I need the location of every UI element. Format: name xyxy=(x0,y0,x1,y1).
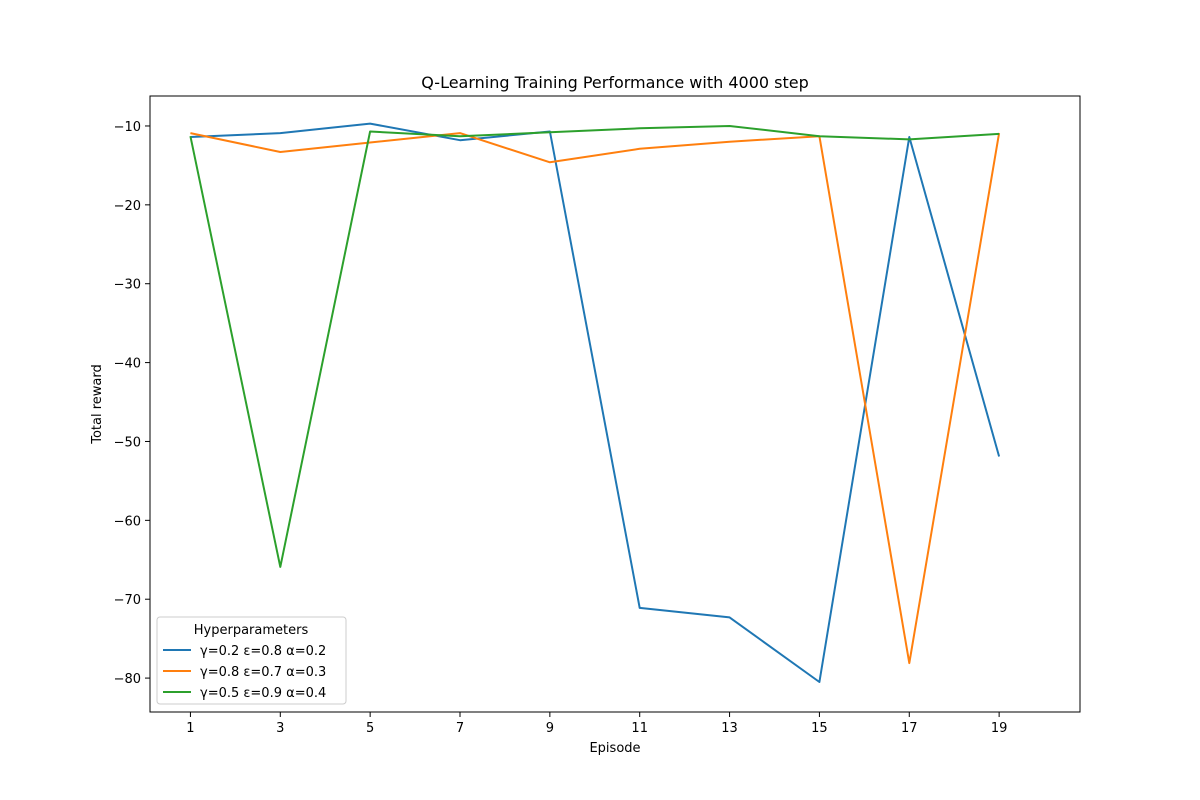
x-tick-label: 7 xyxy=(456,721,464,736)
x-tick-label: 3 xyxy=(276,721,284,736)
y-tick-label: −60 xyxy=(114,514,141,529)
chart-title: Q-Learning Training Performance with 400… xyxy=(421,73,809,92)
y-tick-label: −40 xyxy=(114,357,141,372)
series-line-1 xyxy=(190,122,1001,683)
y-axis-ticks: −10 −20 −30 −40 −50 −60 −70 −80 xyxy=(114,120,150,687)
y-axis-label: Total reward xyxy=(90,364,105,445)
y-tick-label: −70 xyxy=(114,593,141,608)
x-tick-label: 19 xyxy=(991,721,1008,736)
y-tick-label: −10 xyxy=(114,120,141,135)
x-tick-label: 17 xyxy=(901,721,918,736)
legend-title: Hyperparameters xyxy=(194,623,309,638)
x-axis-label: Episode xyxy=(589,741,640,756)
series-line-3 xyxy=(189,125,1000,568)
y-tick-label: −20 xyxy=(114,199,141,214)
legend-label-3: γ=0.5 ε=0.9 α=0.4 xyxy=(200,686,326,701)
legend-label-1: γ=0.2 ε=0.8 α=0.2 xyxy=(200,644,326,659)
y-tick-label: −30 xyxy=(114,278,141,293)
legend-box xyxy=(156,616,347,705)
series-line-2 xyxy=(190,132,1001,665)
x-tick-label: 11 xyxy=(631,721,648,736)
x-tick-label: 9 xyxy=(546,721,554,736)
y-tick-label: −50 xyxy=(114,435,141,450)
x-tick-label: 15 xyxy=(811,721,828,736)
plot-area xyxy=(189,122,1001,683)
x-tick-label: 13 xyxy=(721,721,738,736)
legend: Hyperparameters γ=0.2 ε=0.8 α=0.2 γ=0.8 ε… xyxy=(156,616,347,705)
legend-label-2: γ=0.8 ε=0.7 α=0.3 xyxy=(200,665,326,680)
axes-frame xyxy=(149,95,1081,713)
x-tick-label: 1 xyxy=(186,721,194,736)
y-tick-label: −80 xyxy=(114,672,141,687)
legend-entries: γ=0.2 ε=0.8 α=0.2 γ=0.8 ε=0.7 α=0.3 γ=0.5 … xyxy=(163,644,326,701)
x-axis-ticks: 1 3 5 7 9 11 13 15 17 19 xyxy=(186,712,1007,736)
x-tick-label: 5 xyxy=(366,721,374,736)
